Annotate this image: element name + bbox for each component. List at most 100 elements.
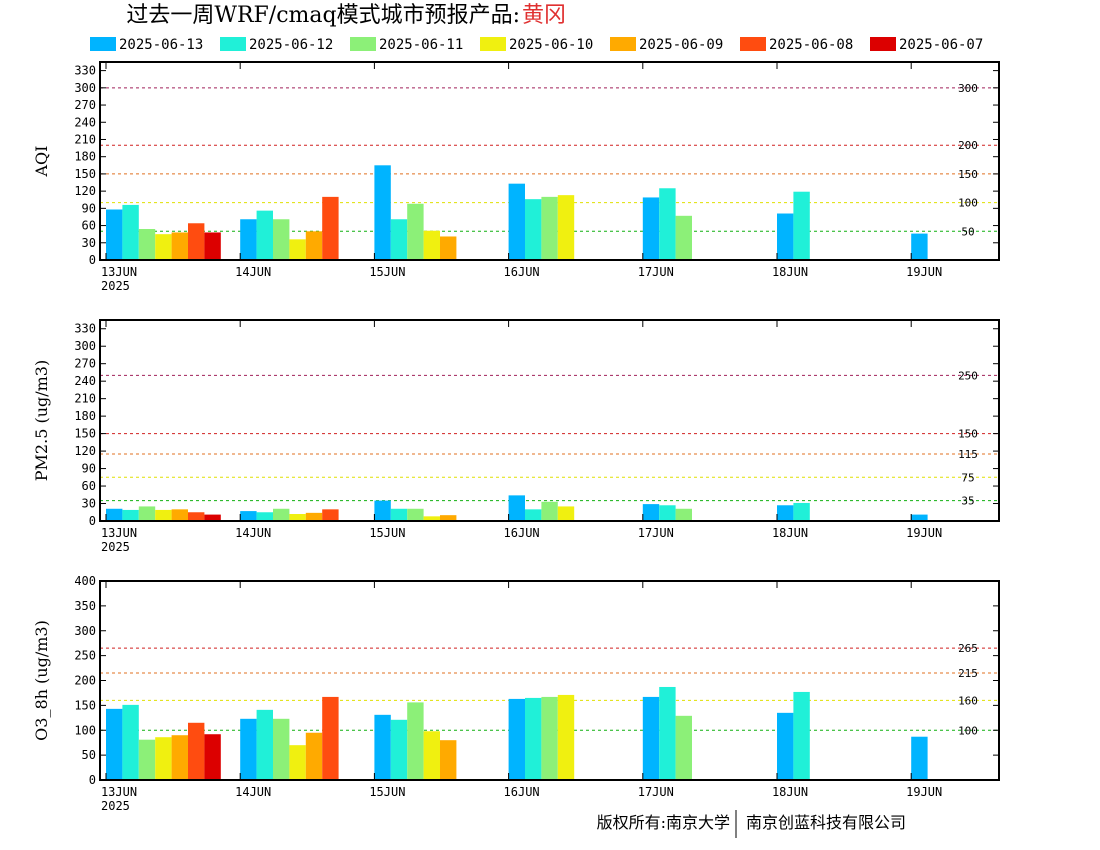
threshold-label-150: 150 <box>958 168 978 181</box>
bar-2025-06-10-14JUN <box>289 514 306 521</box>
bar-2025-06-09-13JUN <box>171 232 188 260</box>
y-tick-label: 210 <box>74 392 96 406</box>
y-tick-label: 240 <box>74 115 96 129</box>
y-tick-label: 330 <box>74 64 96 78</box>
bar-2025-06-13-15JUN <box>374 714 391 780</box>
bar-2025-06-11-14JUN <box>273 219 290 260</box>
bar-2025-06-09-14JUN <box>305 231 323 260</box>
y-tick-label: 60 <box>82 219 96 233</box>
x-tick-label-14JUN: 14JUN <box>235 526 271 540</box>
plot-frame <box>99 61 1000 261</box>
bar-2025-06-13-15JUN <box>374 165 391 260</box>
bar-2025-06-13-13JUN <box>106 508 123 521</box>
bar-2025-06-10-15JUN <box>423 731 440 780</box>
bar-2025-06-10-15JUN <box>423 230 440 260</box>
y-tick-label: 90 <box>82 201 96 215</box>
bar-2025-06-10-13JUN <box>155 509 172 521</box>
bar-2025-06-07-13JUN <box>204 734 221 780</box>
bar-2025-06-11-15JUN <box>407 203 424 260</box>
bar-2025-06-13-14JUN <box>240 219 257 260</box>
y-tick-label: 300 <box>74 81 96 95</box>
x-tick-label-14JUN: 14JUN <box>235 265 271 279</box>
x-tick-label-19JUN: 19JUN <box>906 785 942 799</box>
bar-2025-06-09-14JUN <box>305 512 323 521</box>
y-tick-label: 240 <box>74 374 96 388</box>
bar-2025-06-12-15JUN <box>390 508 408 521</box>
bar-2025-06-11-16JUN <box>541 196 558 260</box>
x-tick-label-13JUN: 13JUN <box>101 265 137 279</box>
x-year-label: 2025 <box>101 540 130 554</box>
bar-2025-06-11-14JUN <box>273 718 290 780</box>
bar-2025-06-13-16JUN <box>508 495 525 521</box>
bar-2025-06-10-16JUN <box>557 694 575 780</box>
bar-2025-06-12-18JUN <box>793 691 810 780</box>
bar-2025-06-12-13JUN <box>122 509 139 521</box>
bar-2025-06-09-13JUN <box>171 735 188 780</box>
bar-2025-06-12-15JUN <box>390 219 408 260</box>
bar-2025-06-13-17JUN <box>642 696 660 780</box>
y-tick-label: 330 <box>74 322 96 336</box>
x-tick-label-19JUN: 19JUN <box>906 526 942 540</box>
legend-label-4: 2025-06-09 <box>639 37 723 53</box>
y-tick-label: 0 <box>89 253 96 267</box>
legend-swatch-3 <box>480 37 506 51</box>
bar-2025-06-12-17JUN <box>659 686 676 780</box>
bar-2025-06-13-19JUN <box>911 233 928 260</box>
bar-2025-06-12-15JUN <box>390 719 408 780</box>
bar-2025-06-11-16JUN <box>541 501 558 521</box>
y-tick-label: 120 <box>74 444 96 458</box>
x-tick-label-17JUN: 17JUN <box>638 526 674 540</box>
bar-2025-06-12-14JUN <box>256 210 273 260</box>
legend-label-3: 2025-06-10 <box>509 37 593 53</box>
bar-2025-06-12-18JUN <box>793 502 810 521</box>
x-tick-label-17JUN: 17JUN <box>638 265 674 279</box>
legend-swatch-2 <box>350 37 376 51</box>
bar-2025-06-12-17JUN <box>659 188 676 260</box>
x-tick-label-15JUN: 15JUN <box>369 785 405 799</box>
bar-2025-06-10-13JUN <box>155 234 172 260</box>
bar-2025-06-11-15JUN <box>407 508 424 521</box>
y-tick-label: 60 <box>82 479 96 493</box>
y-tick-label: 300 <box>74 339 96 353</box>
x-tick-label-18JUN: 18JUN <box>772 265 808 279</box>
y-tick-label: 200 <box>74 674 96 688</box>
bar-2025-06-07-13JUN <box>204 232 221 260</box>
panel-1: 250 150 115 75 35 0 30 60 90 120 150 180 210 240 270 30… <box>32 319 1000 554</box>
y-tick-label: 210 <box>74 132 96 146</box>
bar-2025-06-10-14JUN <box>289 745 306 780</box>
x-tick-label-13JUN: 13JUN <box>101 526 137 540</box>
threshold-label-200: 200 <box>958 139 978 152</box>
bar-2025-06-09-15JUN <box>440 236 457 260</box>
y-axis-label: AQI <box>32 146 51 178</box>
bar-2025-06-09-15JUN <box>440 515 457 521</box>
y-tick-label: 300 <box>74 624 96 638</box>
y-tick-label: 270 <box>74 357 96 371</box>
bar-2025-06-10-15JUN <box>423 516 440 521</box>
x-tick-label-15JUN: 15JUN <box>369 526 405 540</box>
bar-2025-06-12-14JUN <box>256 512 273 521</box>
x-tick-label-13JUN: 13JUN <box>101 785 137 799</box>
footer-company: 南京创蓝科技有限公司 <box>746 813 906 832</box>
x-tick-label-14JUN: 14JUN <box>235 785 271 799</box>
bar-2025-06-13-14JUN <box>240 511 257 521</box>
figure-title: 过去一周WRF/cmaq模式城市预报产品: <box>126 3 520 28</box>
x-tick-label-16JUN: 16JUN <box>504 785 540 799</box>
bar-2025-06-11-17JUN <box>675 508 692 521</box>
legend-swatch-5 <box>740 37 766 51</box>
legend-label-1: 2025-06-12 <box>249 37 333 53</box>
legend: 2025-06-13 2025-06-12 2025-06-11 2025-06-10… <box>90 37 983 53</box>
bar-2025-06-12-13JUN <box>122 704 139 780</box>
threshold-label-265: 265 <box>958 642 978 655</box>
panel-0: 300 200 150 100 50 0 30 60 90 120 150 180 210 240 270 3… <box>32 61 1000 293</box>
x-tick-label-17JUN: 17JUN <box>638 785 674 799</box>
bar-2025-06-12-16JUN <box>525 509 542 521</box>
threshold-label-300: 300 <box>958 82 978 95</box>
bar-2025-06-08-13JUN <box>188 512 205 521</box>
bar-2025-06-13-18JUN <box>777 712 794 780</box>
bar-2025-06-13-16JUN <box>508 183 525 260</box>
bar-2025-06-10-14JUN <box>289 239 306 260</box>
bar-2025-06-13-17JUN <box>642 504 660 521</box>
threshold-label-215: 215 <box>958 667 978 680</box>
bar-2025-06-13-18JUN <box>777 505 794 521</box>
